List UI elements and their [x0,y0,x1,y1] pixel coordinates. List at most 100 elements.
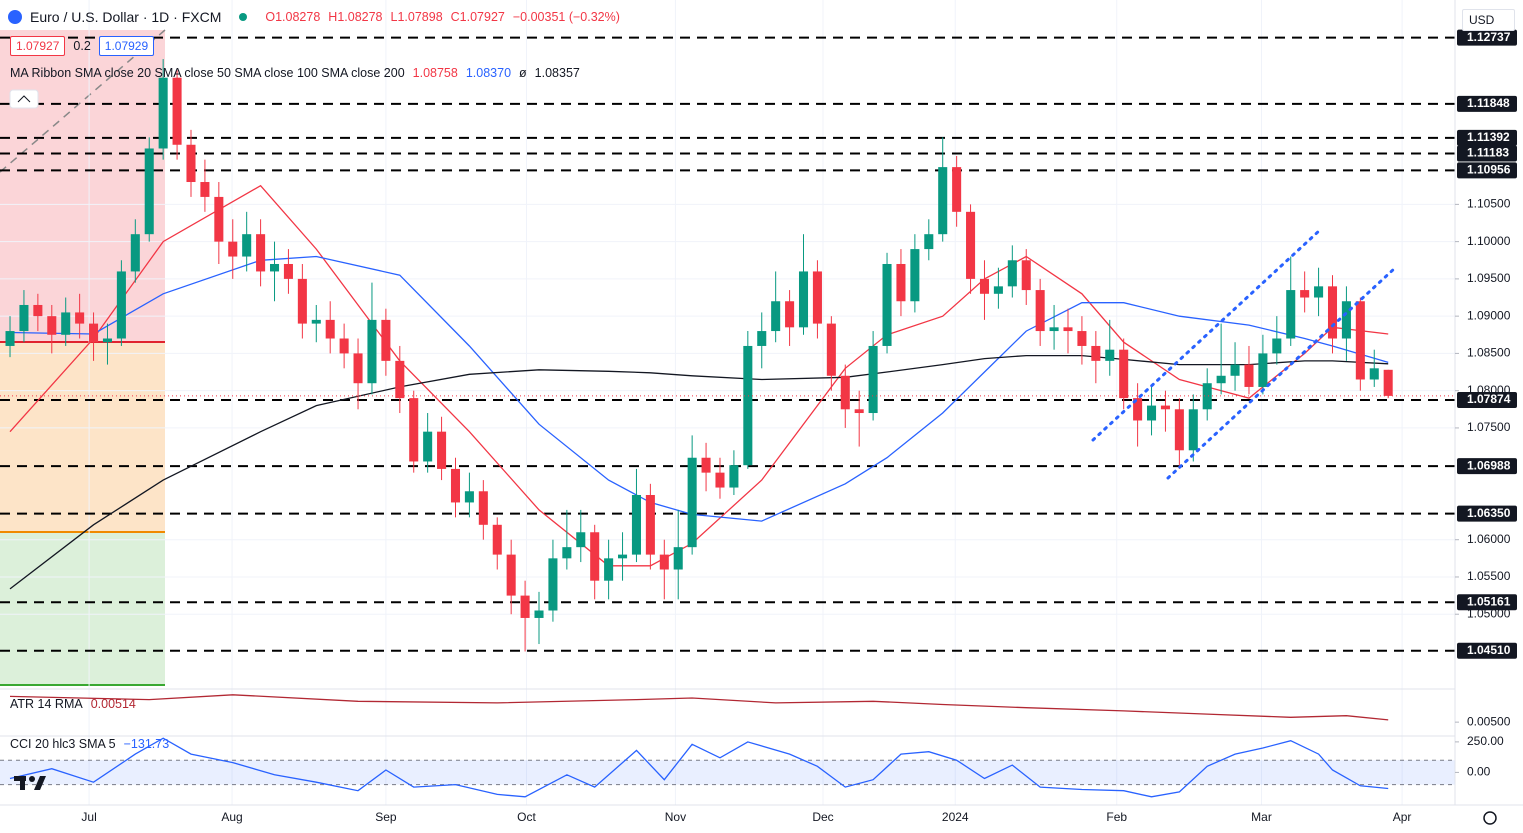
level-box [1457,29,1517,46]
ma-value: 1.08758 [412,66,458,80]
candle-body [1202,383,1212,410]
x-tick-label: Aug [221,810,242,824]
candle-body [910,249,920,302]
candle-body [952,167,962,212]
candle-body [506,554,516,596]
candle-body [743,345,753,466]
spread: 0.2 [73,39,91,53]
candle-body [89,323,99,343]
candle-body [1244,364,1254,387]
cci-value: −131.73 [123,737,170,751]
candle-body [993,286,1003,294]
x-tick-label: Sep [375,810,397,824]
candle-body [979,278,990,294]
atr-value: 0.00514 [90,697,136,711]
candle-body [520,595,530,618]
candle-body [5,331,15,346]
candle-body [186,144,196,183]
level-label: 1.12737 [1467,30,1511,44]
currency-select: USD [1462,9,1516,31]
candle-body [785,301,795,328]
candle-body [896,263,906,302]
candle-body [1063,327,1073,332]
candle-body [1049,327,1059,332]
candle-body [729,465,739,488]
fib-zone [0,30,165,342]
atr-title: ATR 14 RMA [10,697,83,711]
x-tick-label: 2024 [942,810,969,824]
level-label: 1.05161 [1467,594,1511,608]
level-box [1457,642,1517,659]
candle-body [478,491,488,525]
y-tick-label: 1.07500 [1467,420,1511,434]
candle-body [687,457,697,548]
fib-zone [0,342,165,532]
candle-body [1230,364,1240,376]
candle-body [269,263,280,272]
candle-body [283,263,293,279]
candle-body [1077,331,1087,346]
candle-body [618,554,628,559]
moving-average [9,255,1389,522]
candle-body [1119,349,1129,399]
market-status [239,13,248,21]
y-tick-label: 1.10000 [1467,234,1511,248]
level-label: 1.11848 [1467,96,1510,110]
candle-body [1035,290,1045,332]
candle-body [548,558,558,611]
candle-body [1105,349,1115,361]
candle-body [1216,375,1226,384]
candle-body [1314,286,1324,298]
candle-body [1258,353,1268,387]
candle-body [645,494,655,555]
y-tick-label: 0.00 [1467,765,1491,779]
y-tick-label: 1.09000 [1467,308,1511,322]
candle-body [1369,368,1379,380]
x-tick-label: Oct [517,810,536,824]
x-tick-label: Apr [1393,810,1412,824]
candle-body [353,353,363,384]
level-box [1457,594,1517,611]
candle-body [61,312,71,335]
currency[interactable]: USD [1462,9,1516,31]
level-box [1457,458,1517,475]
moving-average [9,184,1389,567]
candle-body [325,319,335,339]
ma-value: 1.08357 [534,66,580,80]
candle-body [631,494,641,555]
candle-body [1007,260,1017,287]
x-tick-label: Feb [1106,810,1127,824]
header: Euro / U.S. Dollar · 1D · FXCM O1.08278 … [8,9,620,25]
candle-body [33,304,43,317]
candle-body [715,472,725,488]
candle-body [534,610,544,618]
candle-body [423,431,433,462]
level-box [1457,392,1517,409]
settings-icon[interactable] [1483,811,1497,825]
level-label: 1.06988 [1467,458,1511,472]
candle-body [19,304,29,332]
candle-body [882,263,892,346]
candle-body [172,77,182,145]
bid[interactable]: 1.07927 [10,36,66,56]
candle-body [1147,405,1157,421]
candle-body [1174,409,1184,451]
axis-labels: Jul Aug Sep Oct Nov Dec 2024 Feb Mar Apr1.050001.… [81,29,1517,824]
candle-body [659,554,669,570]
y-tick-label: 250.00 [1467,734,1504,748]
collapse-button[interactable] [9,89,39,109]
candle-body [576,532,586,548]
candle-body [590,532,600,581]
candle-body [1286,290,1296,339]
candle-body [604,558,614,581]
level-label: 1.10956 [1467,163,1511,177]
candle-body [1355,301,1365,380]
cci-title: CCI 20 hlc3 SMA 5 [10,737,116,751]
candle-body [492,524,502,555]
cci-legend: CCI 20 hlc3 SMA 5 −131.73 [10,737,169,751]
candle-body [562,547,572,559]
ask[interactable]: 1.07929 [98,36,155,56]
candle-body [116,271,126,339]
candle-body [1021,260,1031,291]
candle-body [144,148,154,235]
